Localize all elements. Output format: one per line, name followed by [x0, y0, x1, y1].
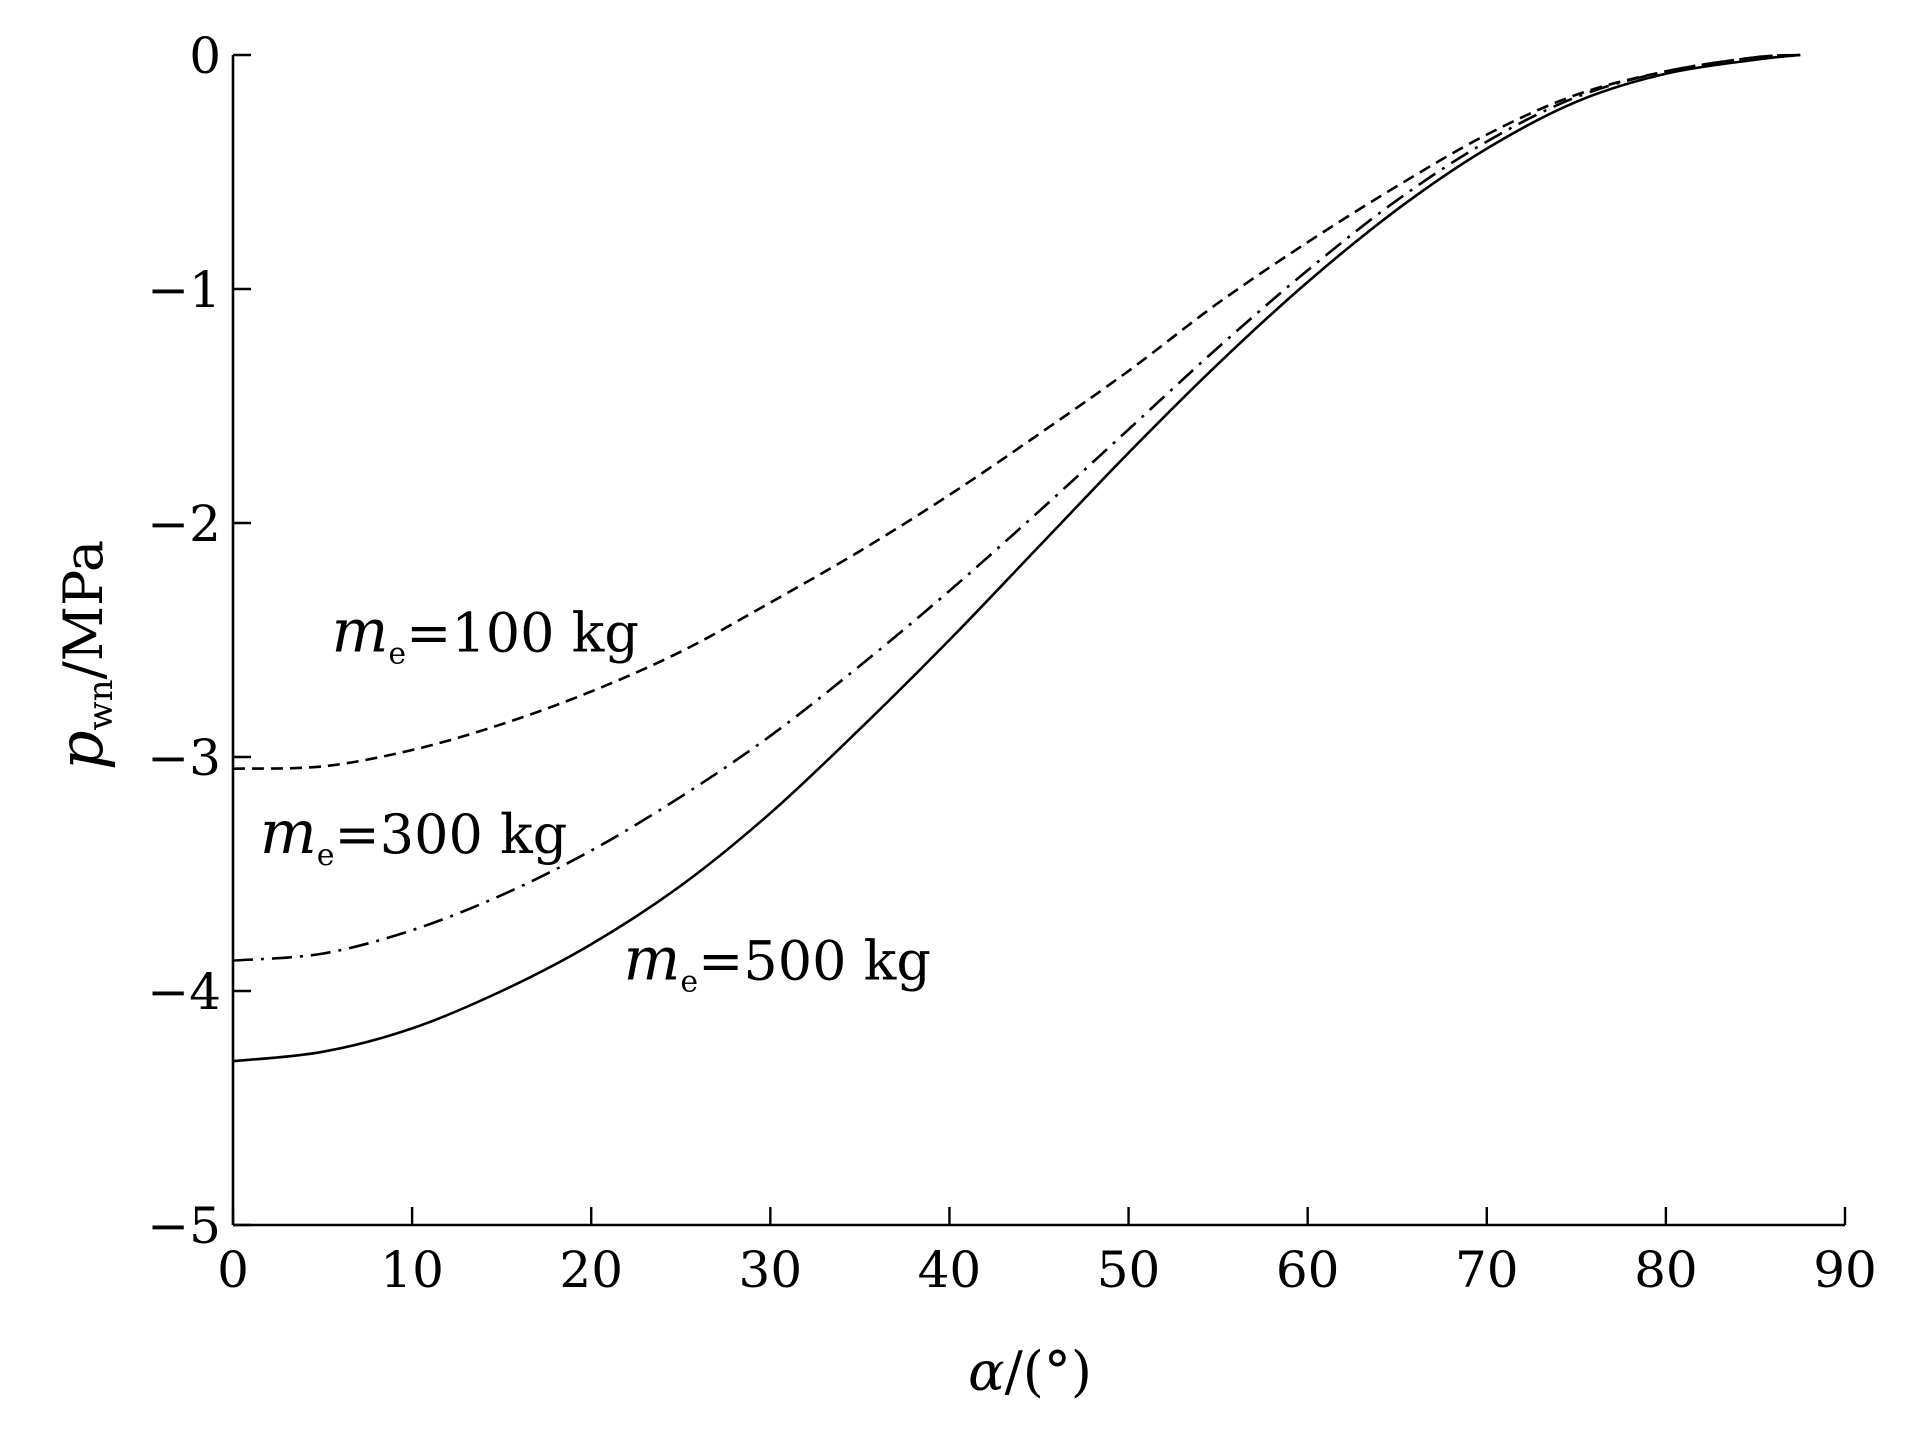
series-annotation: me=300 kg — [260, 798, 567, 873]
y-tick-label: −3 — [147, 729, 221, 787]
annotation-text: =100 kg — [406, 602, 639, 665]
x-tick-label: 0 — [217, 1241, 249, 1299]
x-tick-label: 20 — [559, 1241, 623, 1299]
y-axis-title-symbol: p — [44, 730, 117, 770]
x-tick-label: 40 — [918, 1241, 982, 1299]
annotation-sub: e — [317, 838, 335, 873]
y-axis-title-unit: /MPa — [52, 540, 115, 680]
x-tick-label: 60 — [1276, 1241, 1340, 1299]
series-line-dash-dot — [232, 53, 1801, 962]
annotation-sub: e — [680, 964, 698, 999]
series-annotation: me=500 kg — [623, 924, 930, 999]
x-tick-label: 10 — [380, 1241, 444, 1299]
x-tick-label: 70 — [1455, 1241, 1519, 1299]
plot-area: 0 10 20 30 40 50 60 70 80 90 0 −1 −2 −3 −4 −5 — [147, 27, 1877, 1299]
y-tick-label: −5 — [147, 1197, 221, 1255]
annotation-symbol: m — [260, 798, 317, 868]
y-axis-title: pwn/MPa — [44, 540, 121, 770]
x-axis-title-symbol: α — [968, 1340, 1004, 1403]
x-tick-label: 80 — [1634, 1241, 1698, 1299]
series-annotation: me=100 kg — [332, 597, 639, 672]
series-layer — [232, 53, 1801, 1063]
y-tick-label: −2 — [147, 495, 221, 553]
series-line-dashed — [232, 53, 1801, 770]
annotation-text: =500 kg — [698, 929, 931, 992]
series-line-solid — [232, 53, 1801, 1063]
annotation-symbol: m — [332, 597, 389, 667]
y-tick-label: 0 — [189, 27, 221, 85]
x-axis-title-unit: /(°) — [1005, 1340, 1092, 1403]
y-axis-title-sub: wn — [81, 679, 121, 730]
annotation-sub: e — [388, 637, 406, 672]
x-tick-label: 90 — [1813, 1241, 1877, 1299]
annotation-symbol: m — [623, 924, 680, 994]
y-tick-label: −4 — [147, 963, 221, 1021]
x-axis-title: α/(°) — [968, 1340, 1092, 1403]
x-tick-label: 50 — [1097, 1241, 1161, 1299]
x-tick-label: 30 — [739, 1241, 803, 1299]
y-tick-label: −1 — [147, 261, 221, 319]
annotation-text: =300 kg — [335, 803, 568, 866]
